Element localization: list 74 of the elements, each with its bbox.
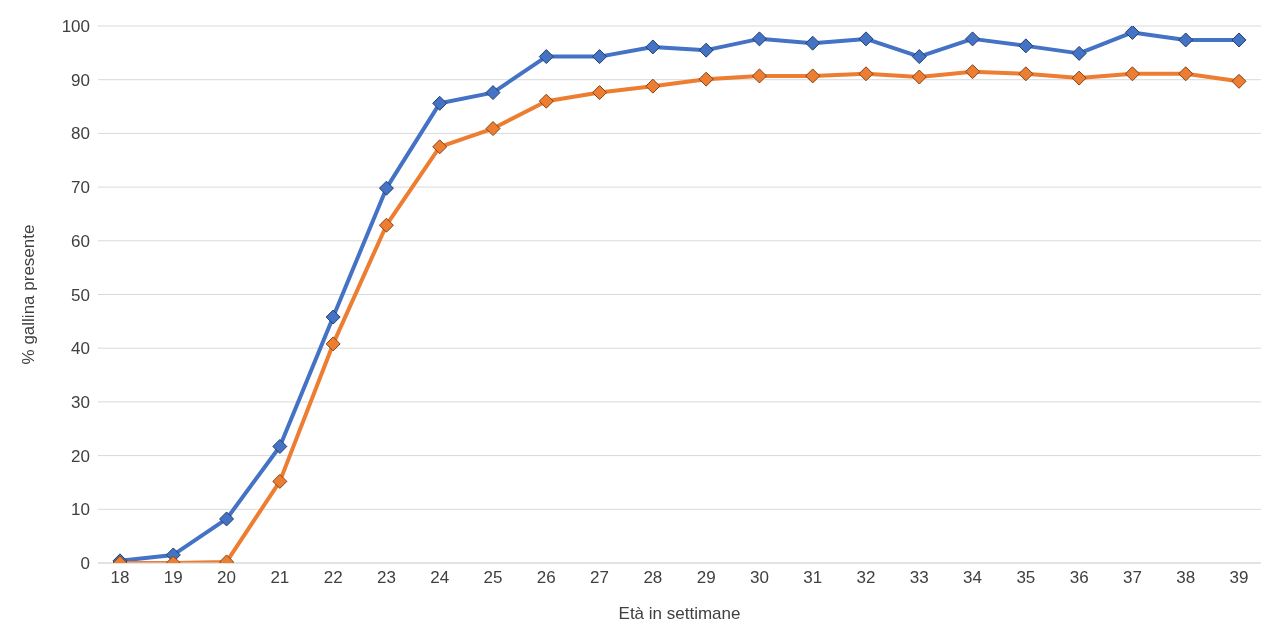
point (751, 31, 767, 47)
y-tick-label: 20 (71, 446, 90, 466)
point (485, 121, 501, 137)
point (805, 35, 821, 51)
y-tick-label: 50 (71, 285, 90, 305)
x-tick-label: 34 (963, 568, 983, 588)
x-tick-label: 27 (590, 568, 610, 588)
y-tick-label: 0 (80, 554, 90, 574)
point (1231, 32, 1247, 48)
x-tick-label: 31 (803, 568, 823, 588)
point (751, 68, 767, 84)
point (911, 69, 927, 85)
point (432, 95, 448, 111)
point (272, 473, 288, 489)
x-tick-label: 33 (909, 568, 929, 588)
x-tick-label: 18 (110, 568, 130, 588)
x-tick-label: 29 (696, 568, 716, 588)
x-tick-label: 32 (856, 568, 876, 588)
point (219, 511, 235, 527)
x-tick-label: 26 (536, 568, 556, 588)
point (592, 85, 608, 101)
point (378, 180, 394, 196)
x-tick-label: 25 (483, 568, 503, 588)
point (698, 42, 714, 58)
x-tick-label: 28 (643, 568, 663, 588)
point (538, 49, 554, 65)
point (1124, 26, 1140, 40)
point (805, 68, 821, 84)
point (325, 309, 341, 325)
point (911, 49, 927, 65)
y-tick-label: 30 (71, 392, 90, 412)
point (378, 217, 394, 233)
y-tick-label: 10 (71, 500, 90, 520)
point (1018, 66, 1034, 82)
x-tick-label: 37 (1122, 568, 1142, 588)
y-tick-label: 70 (71, 178, 90, 198)
x-tick-label: 30 (749, 568, 769, 588)
point (538, 93, 554, 109)
y-tick-label: 90 (71, 70, 90, 90)
point (858, 31, 874, 47)
x-axis-title: Età in settimane (618, 604, 741, 623)
x-tick-label: 35 (1016, 568, 1036, 588)
point (645, 39, 661, 55)
x-tick-label: 21 (270, 568, 290, 588)
y-tick-label: 60 (71, 231, 90, 251)
point (645, 78, 661, 94)
x-tick-label: 38 (1176, 568, 1196, 588)
point (858, 66, 874, 82)
point (1018, 38, 1034, 54)
point (1178, 32, 1194, 48)
point (965, 64, 981, 80)
x-tick-label: 36 (1069, 568, 1089, 588)
point (1231, 73, 1247, 89)
x-tick-label: 24 (430, 568, 450, 588)
point (592, 49, 608, 65)
x-tick-label: 20 (217, 568, 237, 588)
point (325, 336, 341, 352)
point (272, 438, 288, 454)
x-tick-label: 39 (1229, 568, 1249, 588)
x-tick-label: 22 (323, 568, 343, 588)
point (432, 139, 448, 155)
point (1071, 70, 1087, 86)
point (1178, 66, 1194, 82)
y-tick-label: 100 (61, 17, 90, 37)
x-tick-label: 19 (163, 568, 183, 588)
y-tick-label: 80 (71, 124, 90, 144)
point (1124, 66, 1140, 82)
x-tick-label: 23 (376, 568, 396, 588)
point (1071, 45, 1087, 61)
point (965, 31, 981, 47)
y-tick-label: 40 (71, 339, 90, 359)
y-axis-title: % gallina presente (19, 224, 39, 365)
point (485, 85, 501, 101)
point (698, 71, 714, 87)
